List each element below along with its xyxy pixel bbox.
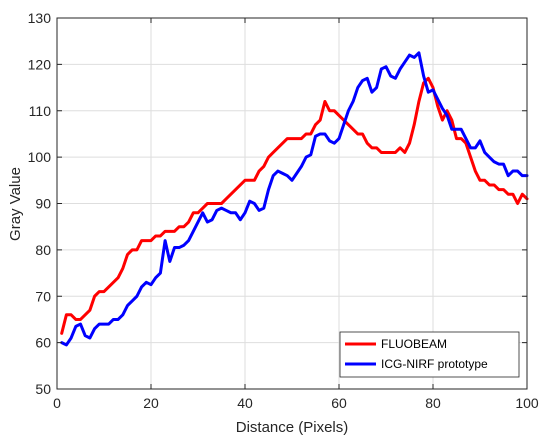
legend-label-fluobeam: FLUOBEAM	[381, 337, 447, 351]
x-axis-label: Distance (Pixels)	[236, 419, 349, 436]
y-tick-label: 90	[35, 196, 51, 212]
x-tick-label: 40	[237, 395, 253, 411]
legend-box	[339, 331, 520, 378]
series-lines	[60, 51, 529, 347]
x-tick-label: 0	[53, 395, 61, 411]
y-tick-label: 120	[28, 56, 52, 72]
y-tick-label: 50	[35, 381, 51, 397]
x-tick-label: 60	[331, 395, 347, 411]
x-tick-label: 100	[515, 395, 539, 411]
axis-ticks	[56, 17, 528, 390]
x-tick-labels: 0 20 40 60 80 100	[53, 395, 539, 411]
series-line-fluobeam	[60, 76, 529, 335]
legend: FLUOBEAM ICG-NIRF prototype	[339, 331, 520, 378]
y-tick-label: 110	[29, 103, 52, 119]
y-tick-labels: 50 60 70 80 90 100 110 120 130	[28, 10, 52, 397]
y-tick-label: 80	[35, 242, 51, 258]
y-tick-label: 130	[28, 10, 52, 26]
y-tick-label: 60	[35, 335, 51, 351]
legend-label-icg-nirf: ICG-NIRF prototype	[381, 357, 488, 371]
y-tick-label: 100	[28, 149, 52, 165]
series-line-icg-nirf-prototype	[60, 51, 529, 347]
x-tick-label: 80	[425, 395, 441, 411]
y-tick-label: 70	[35, 288, 51, 304]
y-axis-label: Gray Value	[7, 167, 24, 241]
x-tick-label: 20	[143, 395, 159, 411]
